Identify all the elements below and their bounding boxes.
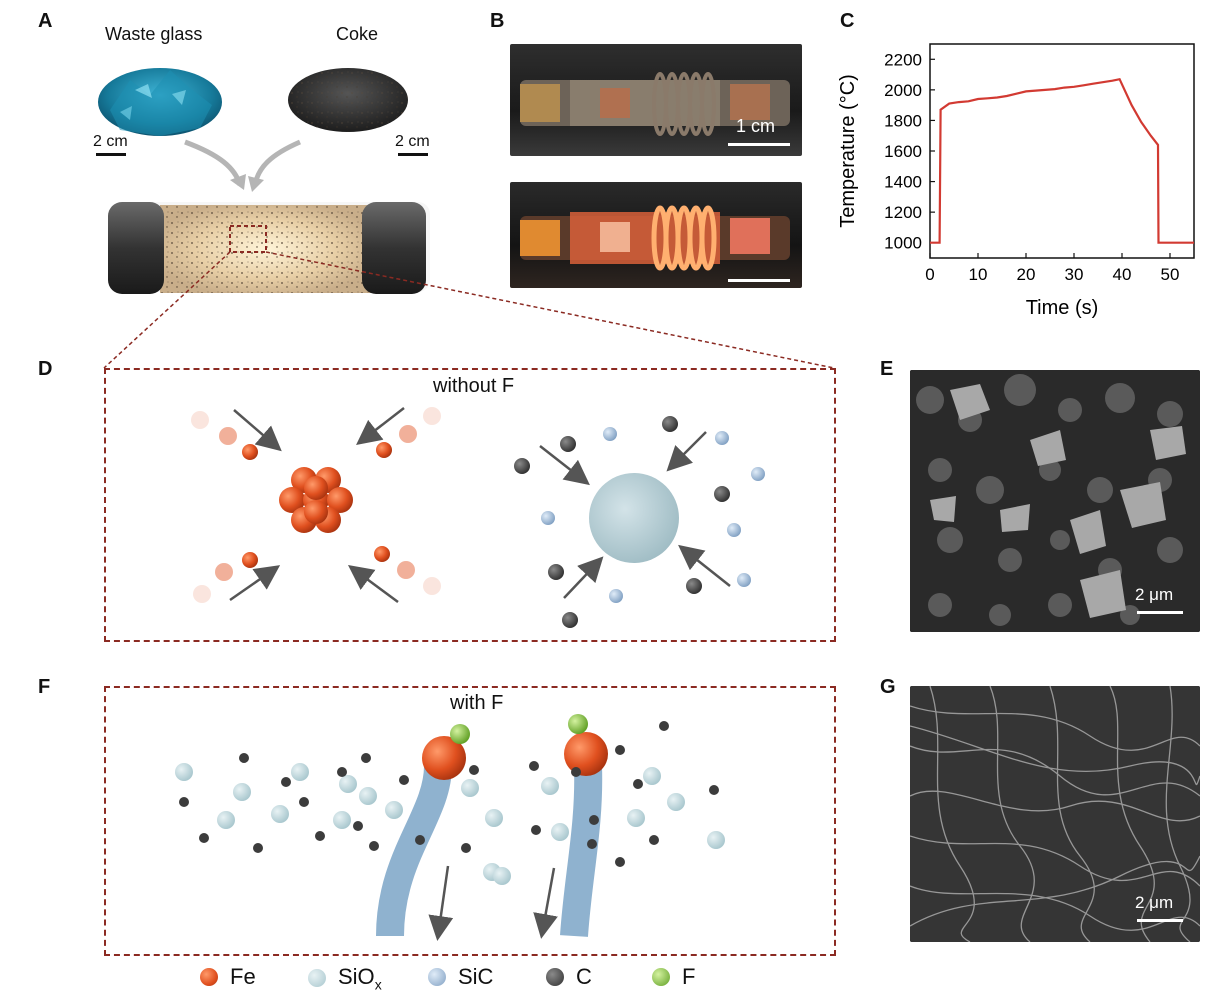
y-tick-label: 1000 <box>884 234 922 253</box>
panel-label-a: A <box>38 10 53 32</box>
y-tick-label: 1400 <box>884 173 922 192</box>
legend-siox: SiOx <box>308 964 382 992</box>
carbon-particles <box>179 721 719 867</box>
y-tick-label: 1200 <box>884 203 922 222</box>
box-with-f <box>104 686 836 956</box>
x-tick-label: 0 <box>925 265 934 284</box>
x-tick-label: 50 <box>1161 265 1180 284</box>
nanowire-right <box>560 765 603 937</box>
fe-cluster <box>279 467 353 533</box>
chart-frame <box>929 43 1195 259</box>
legend-c-dot <box>546 968 564 986</box>
fe-arrows <box>229 407 405 604</box>
legend-f-dot <box>652 968 670 986</box>
x-tick-label: 20 <box>1017 265 1036 284</box>
legend-sic: SiC <box>428 964 493 990</box>
scale-bar-coke <box>398 153 428 156</box>
title-with-f: with F <box>450 692 504 714</box>
scale-bar-b-bottom <box>728 279 790 282</box>
photo-coil-heating <box>510 182 802 288</box>
waste-glass-pile <box>98 68 222 136</box>
x-tick-label: 10 <box>969 265 988 284</box>
scale-bar-glass <box>96 153 126 156</box>
title-without-f: without F <box>433 375 515 397</box>
scale-label-g: 2 μm <box>1135 893 1174 912</box>
scale-label-b: 1 cm <box>736 116 776 136</box>
legend-siox-label: SiOx <box>338 964 382 993</box>
nanowire-left <box>376 765 452 937</box>
panel-label-e: E <box>880 358 894 380</box>
x-axis-label: Time (s) <box>1026 297 1099 319</box>
legend-c-label: C <box>576 964 592 989</box>
legend-fe: Fe <box>200 964 256 990</box>
scale-label-coke: 2 cm <box>395 133 430 150</box>
sic-c-particles <box>514 416 765 628</box>
legend-siox-dot <box>308 969 326 988</box>
photo-coil-off <box>510 44 802 156</box>
box-without-f <box>104 368 836 642</box>
panel-label-d: D <box>38 358 53 380</box>
y-tick-label: 2000 <box>884 81 922 100</box>
sic-sphere <box>589 473 679 563</box>
legend-f: F <box>652 964 695 990</box>
y-axis-label: Temperature (°C) <box>837 74 859 228</box>
y-tick-label: 1800 <box>884 111 922 130</box>
coke-label: Coke <box>336 24 379 44</box>
scale-bar-e <box>1137 611 1183 614</box>
coke-pile <box>288 68 408 132</box>
without-f-diagram <box>191 407 765 628</box>
fe-incoming-particles <box>191 407 441 603</box>
fe-catalyst-left <box>422 736 466 780</box>
panel-label-f: F <box>38 676 51 698</box>
x-tick-label: 30 <box>1065 265 1084 284</box>
legend-sic-label: SiC <box>458 964 494 989</box>
with-f-diagram <box>175 714 725 941</box>
legend-sic-dot <box>428 968 446 986</box>
f-atom-right <box>568 714 588 734</box>
scale-bar-g <box>1137 919 1183 922</box>
y-tick-label: 2200 <box>884 50 922 69</box>
scale-label-e: 2 μm <box>1135 585 1174 604</box>
waste-glass-label: Waste glass <box>105 24 203 44</box>
legend-f-label: F <box>682 964 696 989</box>
growth-arrows <box>428 865 558 941</box>
scale-label-glass: 2 cm <box>93 133 128 150</box>
legend-fe-label: Fe <box>230 964 256 989</box>
panel-label-c: C <box>840 10 855 32</box>
sem-image-without-f <box>910 370 1200 632</box>
temperature-chart: 0 10 20 30 40 501000120014001600180020002200 … <box>837 43 1195 319</box>
sic-arrows <box>539 431 731 599</box>
sem-image-with-f <box>910 686 1200 942</box>
legend-fe-dot <box>200 968 218 986</box>
panel-label-b: B <box>490 10 505 32</box>
scale-bar-b-top <box>728 143 790 146</box>
f-atom-left <box>450 724 470 744</box>
y-tick-label: 1600 <box>884 142 922 161</box>
panel-label-g: G <box>880 676 896 698</box>
legend-c: C <box>546 964 592 990</box>
fe-catalyst-right <box>564 732 608 776</box>
temperature-curve <box>930 77 1194 244</box>
panel-a-illustration <box>98 68 430 294</box>
zoom-region <box>229 225 267 253</box>
siox-particles <box>175 763 725 885</box>
x-tick-label: 40 <box>1113 265 1132 284</box>
